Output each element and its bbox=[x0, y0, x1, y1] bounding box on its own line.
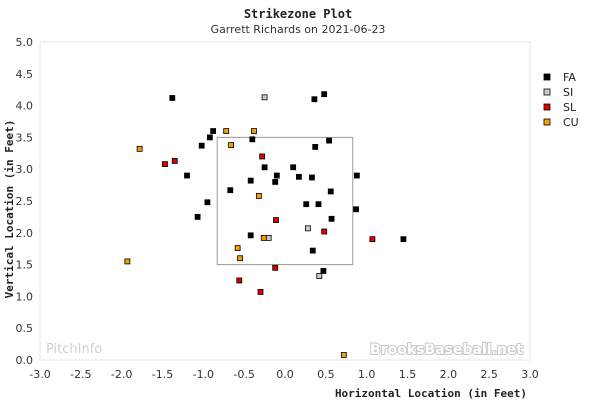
pitch-point-fa bbox=[320, 268, 327, 274]
pitch-point-cu bbox=[223, 128, 230, 134]
x-tick-label: -2.0 bbox=[111, 368, 132, 381]
legend-swatch-sl bbox=[543, 103, 551, 111]
y-tick-label: 5.0 bbox=[16, 36, 34, 49]
pitch-point-fa bbox=[400, 236, 407, 243]
pitch-point-fa bbox=[273, 172, 280, 179]
pitch-point-fa bbox=[204, 199, 211, 206]
x-tick-label: -3.0 bbox=[29, 368, 50, 381]
pitch-point-fa bbox=[169, 95, 176, 101]
pitch-point-cu bbox=[124, 258, 131, 265]
pitch-point-fa bbox=[327, 188, 334, 195]
pitch-point-sl bbox=[162, 161, 168, 168]
pitch-point-fa bbox=[272, 179, 279, 185]
pitch-point-fa bbox=[312, 144, 319, 150]
pitch-point-si bbox=[316, 273, 323, 279]
pitch-point-fa bbox=[321, 91, 328, 98]
x-tick-label: 2.5 bbox=[480, 368, 498, 381]
x-tick-label: 3.0 bbox=[521, 368, 539, 381]
pitch-point-cu bbox=[251, 128, 257, 134]
pitch-point-cu bbox=[260, 234, 267, 241]
pitchinfo-watermark: PitchInfo bbox=[46, 342, 102, 357]
pitch-point-cu bbox=[136, 145, 143, 152]
pitch-point-sl bbox=[273, 217, 279, 223]
chart-subtitle: Garrett Richards on 2021-06-23 bbox=[211, 23, 386, 36]
pitch-point-fa bbox=[206, 134, 213, 141]
pitch-point-fa bbox=[309, 174, 315, 181]
y-tick-label: 1.0 bbox=[16, 290, 34, 303]
pitch-point-fa bbox=[309, 247, 316, 254]
x-tick-label: -1.5 bbox=[152, 368, 173, 381]
pitch-point-cu bbox=[234, 245, 241, 251]
legend-label-si: SI bbox=[563, 86, 573, 99]
pitch-point-fa bbox=[184, 172, 190, 179]
y-tick-label: 2.0 bbox=[16, 227, 34, 240]
pitch-point-cu bbox=[255, 193, 262, 199]
x-tick-label: -1.0 bbox=[193, 368, 214, 381]
y-tick-label: 4.5 bbox=[16, 68, 34, 81]
legend-label-sl: SL bbox=[563, 101, 577, 114]
plot-area bbox=[39, 41, 531, 361]
pitch-point-sl bbox=[259, 153, 266, 160]
x-tick-label: 2.0 bbox=[440, 368, 458, 381]
pitch-point-fa bbox=[353, 172, 360, 179]
pitch-point-fa bbox=[194, 213, 201, 220]
pitch-point-cu bbox=[228, 142, 235, 148]
x-tick-label: 0.0 bbox=[276, 368, 294, 381]
pitch-point-cu bbox=[340, 352, 347, 358]
y-tick-label: 0.0 bbox=[16, 354, 34, 367]
x-axis-ticks: -3.0 -2.5 -2.0 -1.5 -1.0 -0.5 0.0 0.5 1.0 1.5 2.0 2… bbox=[29, 368, 538, 381]
x-tick-label: 0.5 bbox=[317, 368, 335, 381]
pitch-point-fa bbox=[315, 201, 322, 208]
x-tick-label: -2.5 bbox=[70, 368, 91, 381]
y-tick-label: 0.5 bbox=[16, 322, 34, 335]
legend-label-cu: CU bbox=[563, 116, 579, 129]
y-axis-ticks: 0.0 0.5 1.0 1.5 2.0 2.5 3.0 3.5 4.0 4.5 5.0 bbox=[16, 36, 34, 367]
pitch-point-sl bbox=[369, 236, 376, 243]
y-tick-label: 3.5 bbox=[16, 131, 34, 144]
pitch-point-fa bbox=[227, 187, 234, 194]
pitch-point-si bbox=[265, 234, 272, 241]
pitch-point-fa bbox=[247, 232, 254, 239]
x-axis-label: Horizontal Location (in Feet) bbox=[335, 387, 527, 400]
pitch-point-fa bbox=[247, 177, 254, 184]
pitch-point-sl bbox=[171, 158, 178, 164]
x-tick-label: 1.0 bbox=[358, 368, 376, 381]
pitch-point-fa bbox=[295, 173, 302, 180]
legend-label-fa: FA bbox=[563, 71, 576, 84]
pitch-point-fa bbox=[261, 164, 268, 171]
chart-title: Strikezone Plot bbox=[244, 7, 352, 21]
pitch-point-cu bbox=[237, 255, 243, 262]
legend-swatch-fa bbox=[543, 73, 551, 81]
legend-swatch-si bbox=[543, 88, 551, 96]
pitch-point-fa bbox=[210, 128, 217, 134]
pitch-point-sl bbox=[236, 277, 243, 284]
pitch-point-si bbox=[261, 94, 268, 101]
pitch-point-fa bbox=[290, 164, 297, 171]
pitch-point-fa bbox=[249, 136, 256, 143]
y-tick-label: 4.0 bbox=[16, 100, 34, 113]
pitch-point-fa bbox=[198, 142, 205, 149]
pitch-point-sl bbox=[272, 264, 279, 271]
y-tick-label: 3.0 bbox=[16, 163, 34, 176]
pitch-points bbox=[124, 91, 407, 358]
pitch-point-fa bbox=[311, 96, 318, 103]
pitch-point-fa bbox=[303, 201, 310, 208]
legend: FA SI SL CU bbox=[543, 71, 579, 129]
pitch-point-si bbox=[304, 225, 311, 232]
y-axis-label: Vertical Location (in Feet) bbox=[3, 120, 16, 299]
x-tick-label: 1.5 bbox=[399, 368, 417, 381]
pitch-point-fa bbox=[326, 137, 333, 144]
pitch-point-sl bbox=[257, 289, 264, 295]
brooksbaseball-watermark: BrooksBaseball.net bbox=[370, 342, 523, 358]
y-tick-label: 2.5 bbox=[16, 195, 34, 208]
pitch-point-fa bbox=[328, 215, 335, 222]
y-tick-label: 1.5 bbox=[16, 259, 34, 272]
legend-swatch-cu bbox=[543, 118, 551, 126]
x-tick-label: -0.5 bbox=[233, 368, 254, 381]
strike-zone-box bbox=[216, 136, 354, 266]
pitch-point-fa bbox=[353, 206, 359, 213]
pitch-point-sl bbox=[321, 228, 328, 235]
